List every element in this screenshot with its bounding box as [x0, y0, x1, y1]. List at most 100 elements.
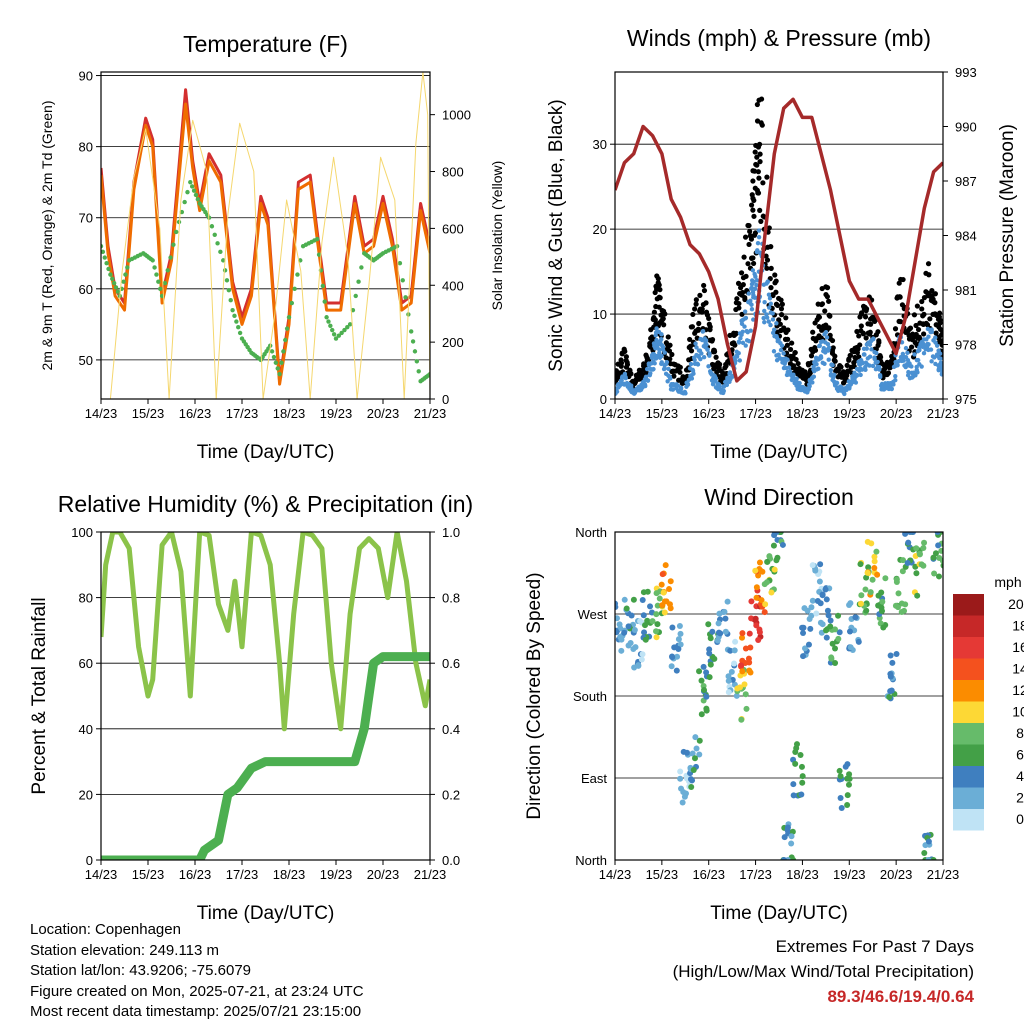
wind-point — [643, 374, 649, 380]
dewpoint-point — [269, 349, 275, 354]
wind-point — [699, 351, 704, 356]
y2-tick-label: 978 — [955, 338, 977, 353]
y-tick-label: 50 — [79, 353, 93, 368]
wind-point — [750, 178, 756, 184]
wind-point — [925, 326, 931, 332]
chart-title: Temperature (F) — [183, 31, 348, 57]
direction-point — [789, 828, 796, 835]
direction-point — [905, 539, 912, 546]
x-tick-label: 19/23 — [833, 406, 866, 421]
direction-point — [817, 561, 824, 568]
wind-point — [912, 352, 917, 357]
direction-point — [827, 617, 834, 624]
wind-point — [762, 299, 767, 305]
wind-point — [766, 292, 772, 297]
legend-swatch — [953, 637, 984, 659]
direction-point — [667, 578, 674, 585]
wind-point — [709, 338, 715, 344]
direction-point — [639, 596, 646, 603]
direction-point — [722, 628, 729, 635]
wind-point — [915, 326, 922, 333]
plot-frame — [614, 531, 944, 861]
direction-point — [696, 751, 703, 758]
direction-point — [938, 547, 943, 554]
direction-point — [660, 589, 667, 596]
legend-swatch — [953, 766, 984, 788]
direction-point — [746, 630, 753, 637]
wind-point — [784, 342, 790, 348]
y-tick-label: 70 — [79, 211, 93, 226]
y-tick-label: West — [578, 607, 608, 622]
dewpoint-point — [174, 229, 179, 235]
wind-point — [939, 338, 943, 344]
direction-point — [715, 620, 722, 627]
wind-point — [871, 337, 876, 342]
wind-point — [828, 367, 834, 373]
wind-point — [740, 329, 745, 335]
direction-point — [844, 802, 851, 809]
wind-point — [932, 300, 938, 306]
wind-point — [671, 373, 677, 379]
wind-point — [754, 101, 760, 108]
direction-point — [779, 541, 786, 548]
dewpoint-point — [215, 241, 220, 246]
dewpoint-point — [284, 326, 290, 331]
direction-point — [939, 557, 943, 564]
wind-point — [794, 376, 799, 381]
wind-point — [862, 314, 869, 320]
wind-point — [643, 352, 649, 358]
legend-label: 6 — [1016, 747, 1024, 763]
direction-point — [766, 553, 773, 560]
wind-point — [937, 350, 942, 356]
extremes-title: Extremes For Past 7 Days — [775, 937, 974, 956]
wind-point — [736, 305, 742, 311]
wind-point — [862, 352, 867, 357]
wind-point — [713, 354, 719, 360]
dewpoint-point — [158, 286, 163, 292]
wind-point — [770, 317, 776, 322]
wind-point — [677, 369, 683, 375]
wind-point — [762, 308, 767, 314]
direction-point — [687, 776, 694, 783]
wind-point — [623, 374, 628, 380]
wind-point — [764, 174, 770, 180]
dewpoint-point — [356, 279, 361, 284]
direction-point — [817, 600, 824, 607]
legend-label: 12 — [1012, 682, 1024, 698]
wind-point — [740, 282, 746, 288]
direction-point — [832, 626, 839, 633]
wind-point — [832, 353, 838, 359]
direction-point — [644, 617, 651, 624]
wind-point — [802, 369, 808, 375]
location-text: Location: Copenhagen — [30, 921, 181, 938]
direction-point — [844, 792, 851, 799]
wind-point — [667, 374, 672, 380]
direction-point — [871, 565, 878, 572]
wind-point — [659, 361, 664, 366]
direction-point — [770, 542, 777, 549]
direction-point — [690, 767, 697, 774]
direction-point — [618, 647, 625, 654]
wind-point — [748, 328, 753, 333]
wind-point — [774, 302, 781, 309]
direction-point — [920, 562, 927, 569]
x-tick-label: 20/23 — [367, 867, 400, 882]
wind-point — [624, 359, 630, 366]
wind-point — [909, 344, 915, 350]
y2-axis-label: Station Pressure (Maroon) — [997, 124, 1018, 347]
y-tick-label: 60 — [79, 656, 93, 671]
wind-point — [687, 336, 693, 343]
wind-point — [736, 340, 742, 345]
wind-point — [903, 345, 909, 351]
direction-point — [888, 687, 895, 694]
wind-point — [771, 327, 777, 332]
direction-point — [836, 767, 843, 774]
y2-tick-label: 0 — [442, 392, 449, 407]
x-axis-label: Time (Day/UTC) — [197, 442, 335, 463]
wind-point — [779, 312, 785, 318]
wind-point — [844, 362, 850, 368]
direction-point — [940, 562, 943, 569]
wind-point — [707, 324, 713, 330]
direction-point — [878, 607, 885, 614]
